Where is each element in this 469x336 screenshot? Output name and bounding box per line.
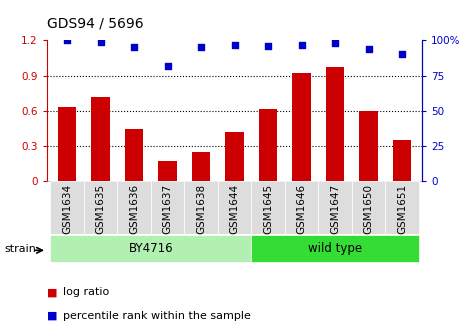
Bar xyxy=(259,109,277,181)
FancyBboxPatch shape xyxy=(50,235,251,262)
Bar xyxy=(326,68,344,181)
Point xyxy=(97,39,104,44)
Text: GSM1651: GSM1651 xyxy=(397,184,407,234)
Text: GSM1644: GSM1644 xyxy=(229,184,240,234)
Text: ■: ■ xyxy=(47,287,57,297)
Bar xyxy=(125,129,143,181)
Text: wild type: wild type xyxy=(308,242,362,255)
Bar xyxy=(393,140,411,181)
FancyBboxPatch shape xyxy=(385,181,419,234)
Text: GSM1635: GSM1635 xyxy=(96,184,106,234)
Text: GSM1647: GSM1647 xyxy=(330,184,340,234)
Text: GSM1638: GSM1638 xyxy=(196,184,206,234)
FancyBboxPatch shape xyxy=(84,181,117,234)
FancyBboxPatch shape xyxy=(218,181,251,234)
Bar xyxy=(58,108,76,181)
Point xyxy=(231,42,238,47)
Text: GSM1646: GSM1646 xyxy=(296,184,307,234)
Text: log ratio: log ratio xyxy=(63,287,110,297)
FancyBboxPatch shape xyxy=(117,181,151,234)
Text: GSM1637: GSM1637 xyxy=(162,184,173,234)
Bar xyxy=(158,162,177,181)
Point xyxy=(164,63,171,69)
Text: GSM1650: GSM1650 xyxy=(363,184,373,234)
Bar xyxy=(292,73,310,181)
Text: ■: ■ xyxy=(47,311,57,321)
Text: GSM1636: GSM1636 xyxy=(129,184,139,234)
FancyBboxPatch shape xyxy=(251,235,419,262)
Bar xyxy=(359,111,378,181)
FancyBboxPatch shape xyxy=(318,181,352,234)
Text: GSM1645: GSM1645 xyxy=(263,184,273,234)
Text: strain: strain xyxy=(5,244,37,254)
FancyBboxPatch shape xyxy=(50,181,84,234)
Text: percentile rank within the sample: percentile rank within the sample xyxy=(63,311,251,321)
Point xyxy=(365,46,372,51)
Point xyxy=(63,38,71,43)
Text: GDS94 / 5696: GDS94 / 5696 xyxy=(47,16,144,30)
Point xyxy=(398,52,406,57)
Text: GSM1634: GSM1634 xyxy=(62,184,72,234)
Point xyxy=(197,45,205,50)
Bar xyxy=(91,97,110,181)
FancyBboxPatch shape xyxy=(352,181,385,234)
Bar xyxy=(225,132,244,181)
FancyBboxPatch shape xyxy=(285,181,318,234)
Text: BY4716: BY4716 xyxy=(129,242,173,255)
Bar xyxy=(192,152,210,181)
Point xyxy=(264,43,272,49)
Point xyxy=(130,45,138,50)
FancyBboxPatch shape xyxy=(251,181,285,234)
FancyBboxPatch shape xyxy=(184,181,218,234)
Point xyxy=(298,42,305,47)
Point xyxy=(331,40,339,46)
FancyBboxPatch shape xyxy=(151,181,184,234)
